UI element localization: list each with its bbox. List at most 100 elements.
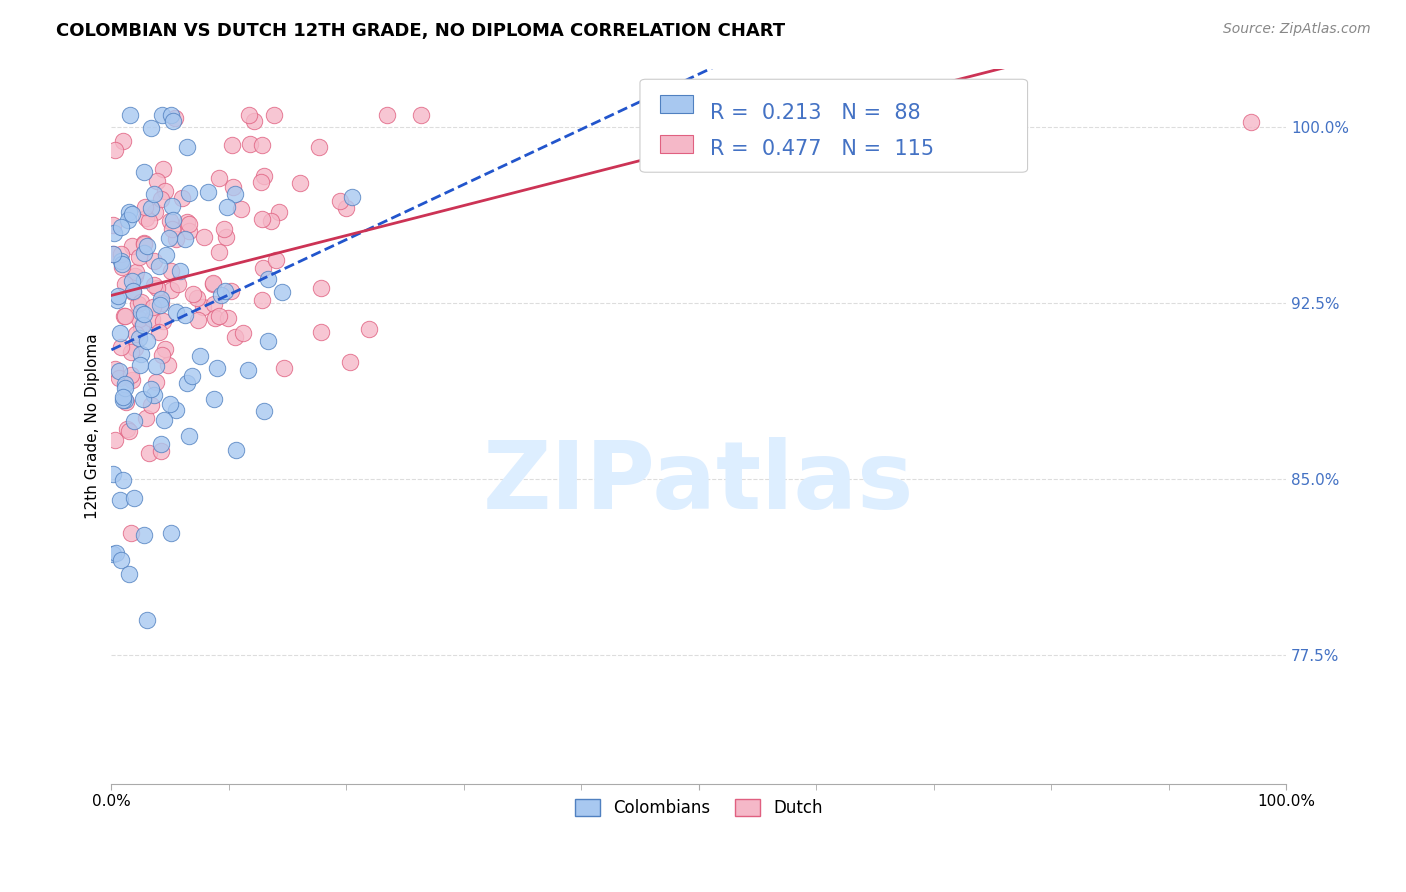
Point [232,326,254,340]
Point [208,244,231,259]
Point [201,276,224,290]
Point [153,184,176,198]
Point [309,325,332,339]
Point [329,194,352,209]
Point [309,280,332,294]
Point [335,201,357,215]
Point [152,161,174,176]
Point [141,399,163,413]
Point [162,114,184,128]
Point [118,204,141,219]
FancyBboxPatch shape [640,79,1028,172]
Point [250,138,273,153]
Point [110,220,132,235]
Point [120,368,142,382]
Point [107,370,129,384]
Point [209,288,232,302]
Point [150,192,173,206]
Point [115,422,138,436]
Point [207,360,229,375]
Point [132,273,155,287]
Point [145,174,167,188]
Point [160,284,183,298]
Point [104,433,127,447]
Point [187,313,209,327]
Point [132,318,155,332]
Point [135,334,157,348]
Point [134,237,156,252]
Point [159,213,181,227]
Point [135,211,157,225]
FancyBboxPatch shape [659,95,693,113]
Point [221,284,243,298]
Point [120,345,142,359]
Point [148,326,170,340]
Point [142,388,165,402]
Point [160,525,183,540]
Point [179,429,201,443]
Point [121,275,143,289]
Point [110,340,132,354]
Point [143,205,166,219]
Point [263,108,285,122]
Point [193,230,215,244]
Point [290,177,312,191]
Point [128,250,150,264]
Point [114,381,136,395]
Point [212,221,235,235]
Point [138,446,160,460]
Point [129,305,152,319]
Point [221,137,243,152]
Point [150,348,173,362]
Point [236,363,259,377]
Point [112,392,135,407]
Point [118,108,141,122]
Point [143,277,166,292]
Point [239,136,262,151]
Point [136,238,159,252]
Text: COLOMBIAN VS DUTCH 12TH GRADE, NO DIPLOMA CORRELATION CHART: COLOMBIAN VS DUTCH 12TH GRADE, NO DIPLOM… [56,22,786,40]
Point [150,108,173,122]
Point [110,326,132,341]
Point [115,395,138,409]
Point [110,553,132,567]
Text: R =  0.213   N =  88: R = 0.213 N = 88 [710,103,921,123]
Point [139,120,162,135]
Point [273,360,295,375]
Point [145,281,167,295]
Point [260,214,283,228]
Point [165,232,187,246]
Point [357,322,380,336]
Point [180,368,202,383]
Point [150,444,173,458]
Point [257,272,280,286]
Point [114,277,136,292]
Point [108,492,131,507]
Point [179,224,201,238]
Point [121,285,143,299]
Point [111,260,134,274]
Point [162,213,184,227]
Point [160,199,183,213]
Point [252,260,274,275]
Point [142,253,165,268]
Point [160,264,183,278]
Point [128,330,150,344]
Point [167,277,190,291]
Point [128,311,150,326]
Point [110,246,132,260]
Point [121,206,143,220]
Point [129,320,152,334]
Point [308,140,330,154]
Point [204,311,226,326]
Point [224,187,246,202]
Point [250,175,273,189]
Point [112,134,135,148]
Point [214,284,236,298]
Point [148,259,170,273]
Point [101,218,124,232]
Point [250,293,273,307]
Point [114,393,136,408]
Text: R =  0.477   N =  115: R = 0.477 N = 115 [710,138,935,159]
Point [132,392,155,407]
